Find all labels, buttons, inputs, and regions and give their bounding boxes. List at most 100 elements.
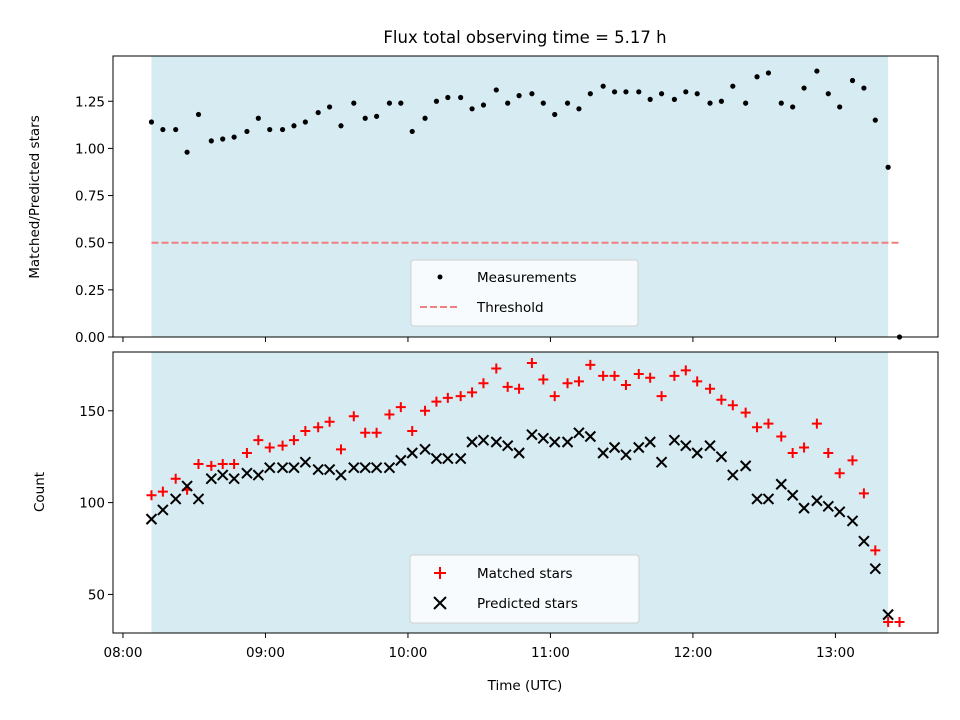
measurement-point [814, 68, 820, 74]
legend-marker-predicted [433, 596, 447, 610]
measurement-point [718, 98, 725, 104]
matched-star-point [633, 369, 644, 380]
measurement-point [469, 106, 475, 112]
matched-star-point [300, 425, 311, 436]
matched-star-point [431, 396, 442, 407]
legend-label-threshold: Threshold [476, 300, 544, 316]
matched-star-point [288, 435, 299, 446]
measurement-point [885, 164, 891, 170]
predicted-star-point [680, 439, 692, 452]
measurement-point [587, 91, 593, 97]
chart-title: Flux total observing time = 5.17 h [383, 28, 666, 47]
bottom-y-axis-label: Count [32, 472, 48, 512]
matched-star-point [573, 376, 584, 387]
predicted-star-point [655, 456, 668, 468]
matched-star-point [847, 455, 858, 466]
measurement-point [623, 89, 629, 95]
predicted-star-point [419, 443, 431, 456]
predicted-star-point [430, 452, 443, 465]
predicted-star-point [288, 461, 300, 474]
predicted-star-point [335, 469, 347, 481]
measurement-point [422, 115, 428, 121]
predicted-star-point [299, 456, 312, 468]
matched-star-point [823, 448, 834, 459]
matched-star-point [206, 460, 217, 471]
top-axes-frame [112, 55, 939, 338]
matched-star-point [776, 431, 787, 442]
measurement-point [801, 85, 807, 91]
matched-star-point [870, 545, 881, 556]
measurement-point [291, 123, 297, 129]
top-legend: Measurements Threshold [410, 259, 639, 327]
predicted-star-point [882, 608, 894, 621]
matched-star-point [680, 365, 691, 376]
legend-marker-matched [434, 567, 446, 579]
measurement-point [362, 115, 368, 121]
matched-star-point [217, 459, 228, 470]
y-tick-label: 1.25 [75, 94, 105, 110]
measurement-point [647, 96, 653, 102]
matched-star-point [669, 370, 680, 381]
predicted-star-point [869, 563, 882, 575]
matched-star-point [609, 370, 620, 381]
predicted-star-point [526, 428, 538, 441]
measurement-point [398, 100, 404, 106]
measurement-point [790, 104, 796, 110]
measurement-point [552, 111, 558, 118]
y-tick-label: 50 [88, 587, 105, 603]
predicted-star-point [181, 480, 193, 492]
legend-label-predicted: Predicted stars [477, 596, 578, 612]
predicted-star-point [858, 535, 870, 547]
matched-star-point [407, 425, 418, 436]
predicted-star-point [751, 493, 763, 505]
predicted-star-point [264, 461, 276, 474]
y-tick-label: 0.00 [75, 330, 105, 346]
measurement-point [493, 87, 499, 93]
measurement-point [861, 85, 867, 91]
measurement-point [315, 109, 321, 116]
matched-star-point [467, 387, 478, 398]
y-tick-label: 0.25 [75, 283, 105, 299]
measurement-point [872, 117, 878, 123]
predicted-star-point [597, 447, 609, 459]
predicted-star-point [549, 436, 561, 448]
bottom-series-layer [145, 358, 905, 627]
measurement-point [279, 126, 286, 133]
measurement-point [374, 113, 380, 119]
measurement-point [778, 100, 784, 106]
ratio-panel: 0.00 0.25 0.50 0.75 1.00 1.25 Flux total obse… [27, 28, 939, 346]
measurement-point [302, 119, 308, 125]
measurement-point [564, 100, 571, 106]
predicted-star-point [811, 495, 823, 507]
predicted-star-point [276, 461, 289, 474]
matched-star-point [253, 435, 264, 446]
top-y-axis-label: Matched/Predicted stars [27, 115, 43, 278]
predicted-star-point [312, 463, 324, 476]
measurement-point [386, 100, 393, 106]
measurement-point [707, 100, 713, 106]
measurement-point [445, 94, 451, 101]
matched-star-point [656, 391, 667, 402]
matched-star-point [787, 448, 798, 459]
predicted-star-point [798, 502, 810, 514]
legend-label-matched: Matched stars [477, 566, 573, 582]
measurement-point [160, 126, 166, 133]
predicted-star-point [205, 473, 218, 485]
y-tick-label: 0.75 [75, 189, 105, 205]
measurement-point [255, 115, 261, 121]
measurement-point [730, 83, 736, 89]
predicted-star-point [513, 447, 525, 459]
measurement-point [600, 83, 606, 89]
predicted-star-point [715, 450, 728, 463]
measurement-point [184, 149, 190, 155]
matched-star-point [313, 422, 324, 433]
top-x-axis [122, 337, 836, 342]
measurement-point [338, 123, 344, 129]
predicted-star-point [584, 430, 597, 443]
matched-star-point [752, 422, 763, 433]
measurement-point [505, 100, 511, 106]
measurement-point [743, 100, 749, 106]
matched-star-point [491, 363, 502, 374]
measurement-point [231, 134, 237, 140]
